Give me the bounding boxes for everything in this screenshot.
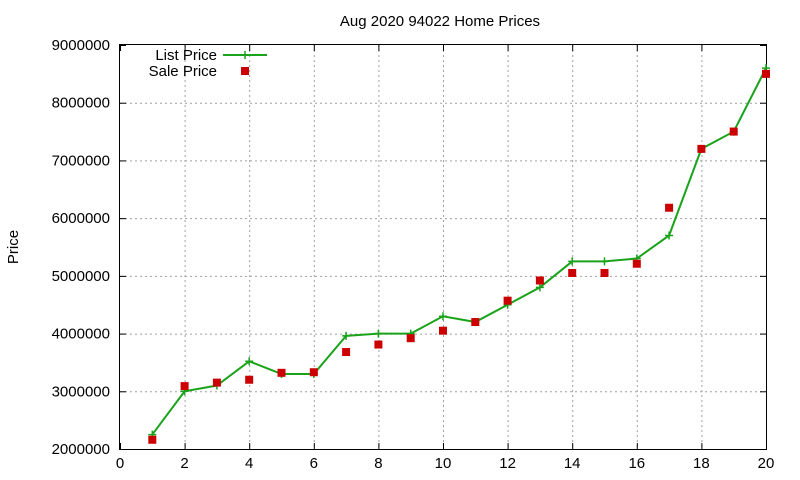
x-tick-label: 20 <box>758 455 775 472</box>
x-tick-label: 16 <box>628 455 645 472</box>
list-price-point <box>600 257 609 266</box>
sale-price-point <box>439 326 447 335</box>
sale-price-point <box>729 127 738 136</box>
sale-price-point <box>245 375 254 384</box>
legend-label-sale-price: Sale Price <box>149 63 217 80</box>
x-tick-label: 10 <box>435 455 452 472</box>
x-tick-label: 2 <box>180 455 188 472</box>
x-tick-label: 0 <box>116 455 124 472</box>
sale-price-point <box>148 435 157 444</box>
x-tick-label: 12 <box>499 455 516 472</box>
legend-marker-list-price <box>241 51 249 59</box>
sale-price-point <box>374 340 383 349</box>
legend-marker-sale-price <box>241 67 249 75</box>
list-price-line <box>151 67 767 436</box>
sale-price-point <box>309 368 318 377</box>
list-price-point <box>342 331 351 340</box>
sale-price-point <box>568 268 577 277</box>
sale-price-point <box>665 203 674 212</box>
y-axis-label: Price <box>5 230 22 264</box>
y-tick-label: 4000000 <box>52 326 110 343</box>
sale-price-point <box>471 318 480 327</box>
y-tick-label: 7000000 <box>52 152 110 169</box>
x-tick-label: 14 <box>564 455 581 472</box>
sale-price-point <box>697 144 706 153</box>
chart-title: Aug 2020 94022 Home Prices <box>340 13 540 30</box>
plot-frame <box>119 44 767 450</box>
list-price-point <box>374 329 383 338</box>
y-tick-label: 9000000 <box>52 37 110 54</box>
x-tick-label: 8 <box>374 455 382 472</box>
sale-price-point <box>406 334 415 343</box>
axis-ticks: 0 2 4 6 8 10 12 14 16 18 20 2000000 3000000 4000000 50… <box>52 37 775 472</box>
x-tick-label: 6 <box>310 455 318 472</box>
list-price-point <box>665 231 674 240</box>
sale-price-point <box>277 368 286 377</box>
x-tick-label: 18 <box>693 455 710 472</box>
y-tick-label: 3000000 <box>52 383 110 400</box>
list-price-point <box>245 357 254 366</box>
series <box>148 64 770 444</box>
y-tick-label: 8000000 <box>52 95 110 112</box>
sale-price-point <box>503 296 512 305</box>
sale-price-point <box>212 378 221 387</box>
sale-price-point <box>535 276 544 285</box>
list-price-point <box>439 312 447 321</box>
y-tick-label: 6000000 <box>52 210 110 227</box>
x-tick-label: 4 <box>245 455 253 472</box>
sale-price-point <box>342 348 351 357</box>
y-tick-label: 2000000 <box>52 441 110 458</box>
sale-price-point <box>762 69 770 78</box>
legend: List Price Sale Price <box>149 47 267 80</box>
list-price-point <box>568 257 577 266</box>
sale-price-point <box>600 268 609 277</box>
y-tick-label: 5000000 <box>52 268 110 285</box>
legend-label-list-price: List Price <box>155 47 217 64</box>
list-price-point <box>535 283 544 292</box>
sale-price-point <box>180 382 189 391</box>
sale-price-point <box>632 259 641 268</box>
